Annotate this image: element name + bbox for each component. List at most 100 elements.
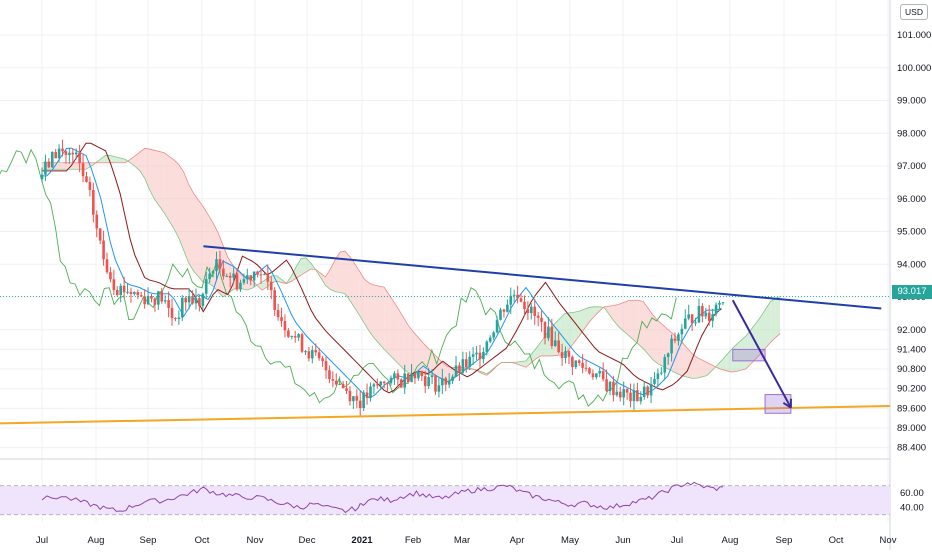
candle-body: [143, 297, 146, 305]
candle-body: [451, 377, 454, 381]
candle-body: [537, 316, 540, 318]
cloud-segment: [394, 302, 399, 364]
candle-body: [89, 182, 92, 190]
candle-body: [595, 373, 598, 377]
cloud-segment: [775, 297, 780, 338]
candle-body: [468, 357, 471, 367]
price-tick-label: 90.200: [897, 384, 926, 395]
currency-label[interactable]: USD: [900, 4, 928, 20]
candle-body: [202, 294, 205, 306]
candle-body: [113, 279, 116, 290]
candle-body: [660, 373, 663, 374]
candle-body: [133, 292, 136, 294]
cloud-segment: [619, 302, 624, 331]
candle-body: [85, 176, 88, 182]
time-tick-label: Jul: [36, 535, 48, 546]
cloud-segment: [159, 152, 164, 213]
candle-body: [684, 319, 687, 329]
candle-body: [691, 314, 694, 323]
candle-body: [229, 276, 232, 278]
cloud-segment: [350, 257, 355, 308]
candle-body: [249, 275, 252, 280]
candle-body: [137, 292, 140, 295]
price-tick-label: 101.000: [897, 30, 931, 41]
candle-body: [653, 379, 656, 384]
candle-body: [622, 389, 625, 397]
price-axis[interactable]: 101.000100.00099.00098.00097.00096.00095…: [897, 30, 931, 514]
candle-body: [701, 306, 704, 316]
candle-body: [629, 393, 632, 402]
cloud-segment: [184, 172, 189, 263]
candle-body: [304, 351, 307, 352]
candle-body: [667, 353, 670, 357]
candle-body: [626, 389, 629, 393]
candle-body: [544, 322, 547, 338]
candle-body: [68, 153, 71, 155]
last-price-badge: 93.017: [892, 285, 932, 299]
candle-body: [472, 354, 475, 357]
candle-body: [585, 368, 588, 369]
candle-body: [119, 286, 122, 295]
candle-body: [284, 321, 287, 330]
time-tick-label: Feb: [405, 535, 421, 546]
time-tick-label: Jun: [615, 535, 630, 546]
price-tick-label: 95.000: [897, 227, 926, 238]
price-tick-label: 88.400: [897, 443, 926, 454]
time-tick-label: Jul: [671, 535, 683, 546]
time-tick-label: Oct: [829, 535, 844, 546]
candle-body: [116, 290, 119, 295]
candle-body: [520, 298, 523, 302]
candle-body: [431, 376, 434, 377]
price-tick-label: 92.000: [897, 325, 926, 336]
candle-body: [171, 308, 174, 318]
candle-body: [277, 310, 280, 317]
cloud-segment: [399, 310, 404, 369]
candle-body: [54, 152, 57, 158]
candle-body: [65, 151, 68, 155]
cloud-segment: [638, 300, 643, 348]
candle-body: [178, 318, 181, 320]
candle-body: [489, 338, 492, 342]
cloud-segment: [340, 251, 345, 293]
candle-body: [578, 360, 581, 363]
candle-body: [530, 307, 533, 313]
candle-body: [273, 290, 276, 310]
candle-body: [191, 296, 194, 303]
cloud-segment: [633, 300, 638, 344]
candle-body: [561, 352, 564, 358]
time-tick-label: Aug: [722, 535, 739, 546]
candle-body: [636, 390, 639, 401]
candle-body: [328, 370, 331, 379]
candle-body: [215, 259, 218, 271]
cloud-segment: [697, 357, 702, 378]
cloud-segment: [174, 160, 179, 238]
candle-body: [222, 269, 225, 277]
time-tick-label: Apr: [510, 535, 525, 546]
base-line: [42, 143, 721, 393]
candle-body: [677, 334, 680, 340]
candle-body: [243, 279, 246, 283]
time-tick-label: May: [561, 535, 579, 546]
candle-body: [503, 310, 506, 312]
candle-body: [147, 296, 150, 304]
price-tick-label: 100.000: [897, 63, 931, 74]
candle-body: [373, 384, 376, 386]
candle-body: [390, 378, 393, 383]
candle-body: [612, 382, 615, 395]
candle-body: [564, 351, 567, 358]
candle-body: [352, 396, 355, 401]
candle-body: [499, 310, 502, 320]
candle-body: [708, 313, 711, 321]
candle-body: [400, 379, 403, 387]
cloud-segment: [355, 264, 360, 316]
cloud-segment: [384, 287, 389, 354]
candle-body: [455, 365, 458, 376]
candle-body: [479, 353, 482, 360]
target-zone: [765, 395, 791, 414]
time-tick-label: Nov: [247, 535, 264, 546]
candle-body: [650, 384, 653, 395]
candle-body: [253, 272, 256, 281]
